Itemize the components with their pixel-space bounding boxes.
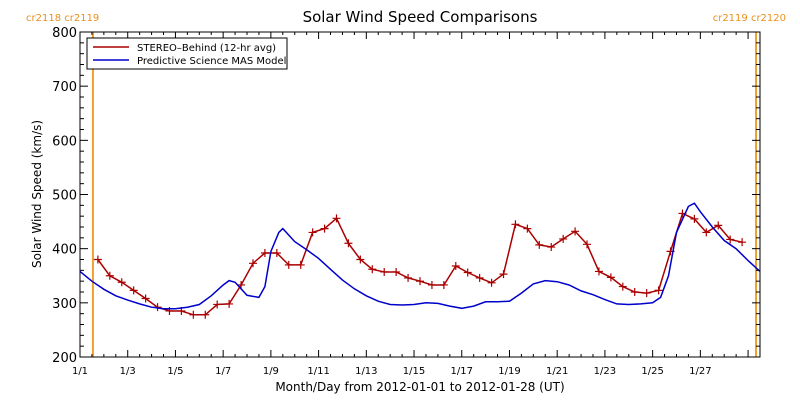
data-point-marker — [332, 214, 341, 223]
data-point-marker — [463, 268, 472, 277]
series-layer — [79, 202, 761, 319]
data-point-marker — [296, 260, 305, 269]
y-tick-label: 500 — [52, 189, 77, 204]
stereo-behind-line — [97, 212, 743, 316]
data-point-marker — [213, 300, 222, 309]
y-tick-label: 600 — [52, 134, 77, 149]
y-tick-label: 300 — [52, 297, 77, 312]
data-point-marker — [714, 221, 723, 230]
data-point-marker — [606, 273, 615, 282]
legend-box — [86, 37, 288, 70]
y-tick-label: 800 — [52, 26, 77, 41]
data-point-marker — [547, 243, 556, 252]
data-point-marker — [690, 214, 699, 223]
data-point-marker — [535, 240, 544, 249]
data-point-marker — [738, 238, 747, 247]
carrington-label: cr2118 cr2119 — [26, 13, 99, 24]
x-tick-label: 1/17 — [451, 366, 473, 377]
y-tick-label: 200 — [52, 351, 77, 366]
x-tick-label: 1/23 — [594, 366, 616, 377]
data-point-marker — [523, 224, 532, 233]
data-point-marker — [594, 267, 603, 276]
data-point-marker — [141, 294, 150, 303]
data-point-marker — [368, 265, 377, 274]
data-point-marker — [272, 249, 281, 257]
x-tick-label: 1/19 — [498, 366, 520, 377]
data-point-marker — [654, 286, 663, 295]
x-axis-label: Month/Day from 2012-01-01 to 2012-01-28 … — [275, 380, 564, 394]
carrington-label: cr2119 cr2120 — [713, 13, 786, 24]
data-point-marker — [583, 240, 592, 249]
data-point-marker — [344, 239, 353, 248]
data-point-marker — [630, 288, 639, 296]
data-point-marker — [511, 220, 520, 229]
x-tick-label: 1/7 — [215, 366, 231, 377]
chart-title: Solar Wind Speed Comparisons — [303, 8, 538, 26]
legend-entry: Predictive Science MAS Model — [137, 56, 286, 67]
x-tick-label: 1/11 — [307, 366, 329, 377]
data-point-marker — [439, 280, 448, 289]
data-point-marker — [201, 310, 210, 319]
data-point-marker — [356, 255, 365, 264]
data-point-marker — [475, 273, 484, 282]
x-tick-label: 1/5 — [167, 366, 183, 377]
data-point-marker — [117, 278, 126, 287]
legend-entry: STEREO–Behind (12-hr avg) — [137, 43, 276, 54]
x-tick-label: 1/9 — [263, 366, 279, 377]
x-tick-label: 1/21 — [546, 366, 568, 377]
data-point-marker — [225, 299, 234, 308]
legend: STEREO–Behind (12-hr avg) Predictive Scie… — [86, 37, 288, 70]
data-point-marker — [451, 262, 460, 270]
data-point-marker — [93, 255, 102, 264]
y-tick-label: 400 — [52, 243, 77, 258]
data-point-marker — [427, 280, 436, 289]
data-point-marker — [642, 289, 651, 298]
data-point-marker — [380, 267, 389, 276]
data-point-marker — [416, 277, 424, 286]
x-tick-label: 1/3 — [120, 366, 136, 377]
data-point-marker — [618, 282, 627, 291]
data-point-marker — [189, 310, 198, 319]
data-point-marker — [404, 273, 413, 282]
data-point-marker — [260, 249, 269, 257]
data-point-marker — [308, 228, 317, 237]
y-axis-label: Solar Wind Speed (km/s) — [30, 120, 44, 268]
x-tick-label: 1/1 — [72, 366, 88, 377]
data-point-marker — [320, 224, 329, 233]
x-tick-label: 1/15 — [403, 366, 425, 377]
data-point-marker — [284, 260, 293, 269]
data-point-marker — [392, 267, 401, 276]
data-point-marker — [129, 286, 138, 295]
y-tick-label: 700 — [52, 80, 77, 95]
data-point-marker — [571, 227, 580, 236]
data-point-marker — [559, 234, 568, 243]
data-point-marker — [702, 228, 711, 237]
x-tick-label: 1/27 — [689, 366, 711, 377]
data-point-marker — [248, 259, 257, 268]
data-point-marker — [499, 270, 508, 279]
data-point-marker — [487, 278, 496, 287]
x-tick-label: 1/13 — [355, 366, 377, 377]
axes-ticks: 200 300 400 500 600 700 800 1/1 1/3 1/5 1/7 1/9 1/11… — [52, 26, 761, 377]
data-point-marker — [726, 235, 735, 244]
data-point-marker — [105, 271, 114, 280]
mas-model-line — [79, 202, 761, 310]
x-tick-label: 1/25 — [641, 366, 663, 377]
